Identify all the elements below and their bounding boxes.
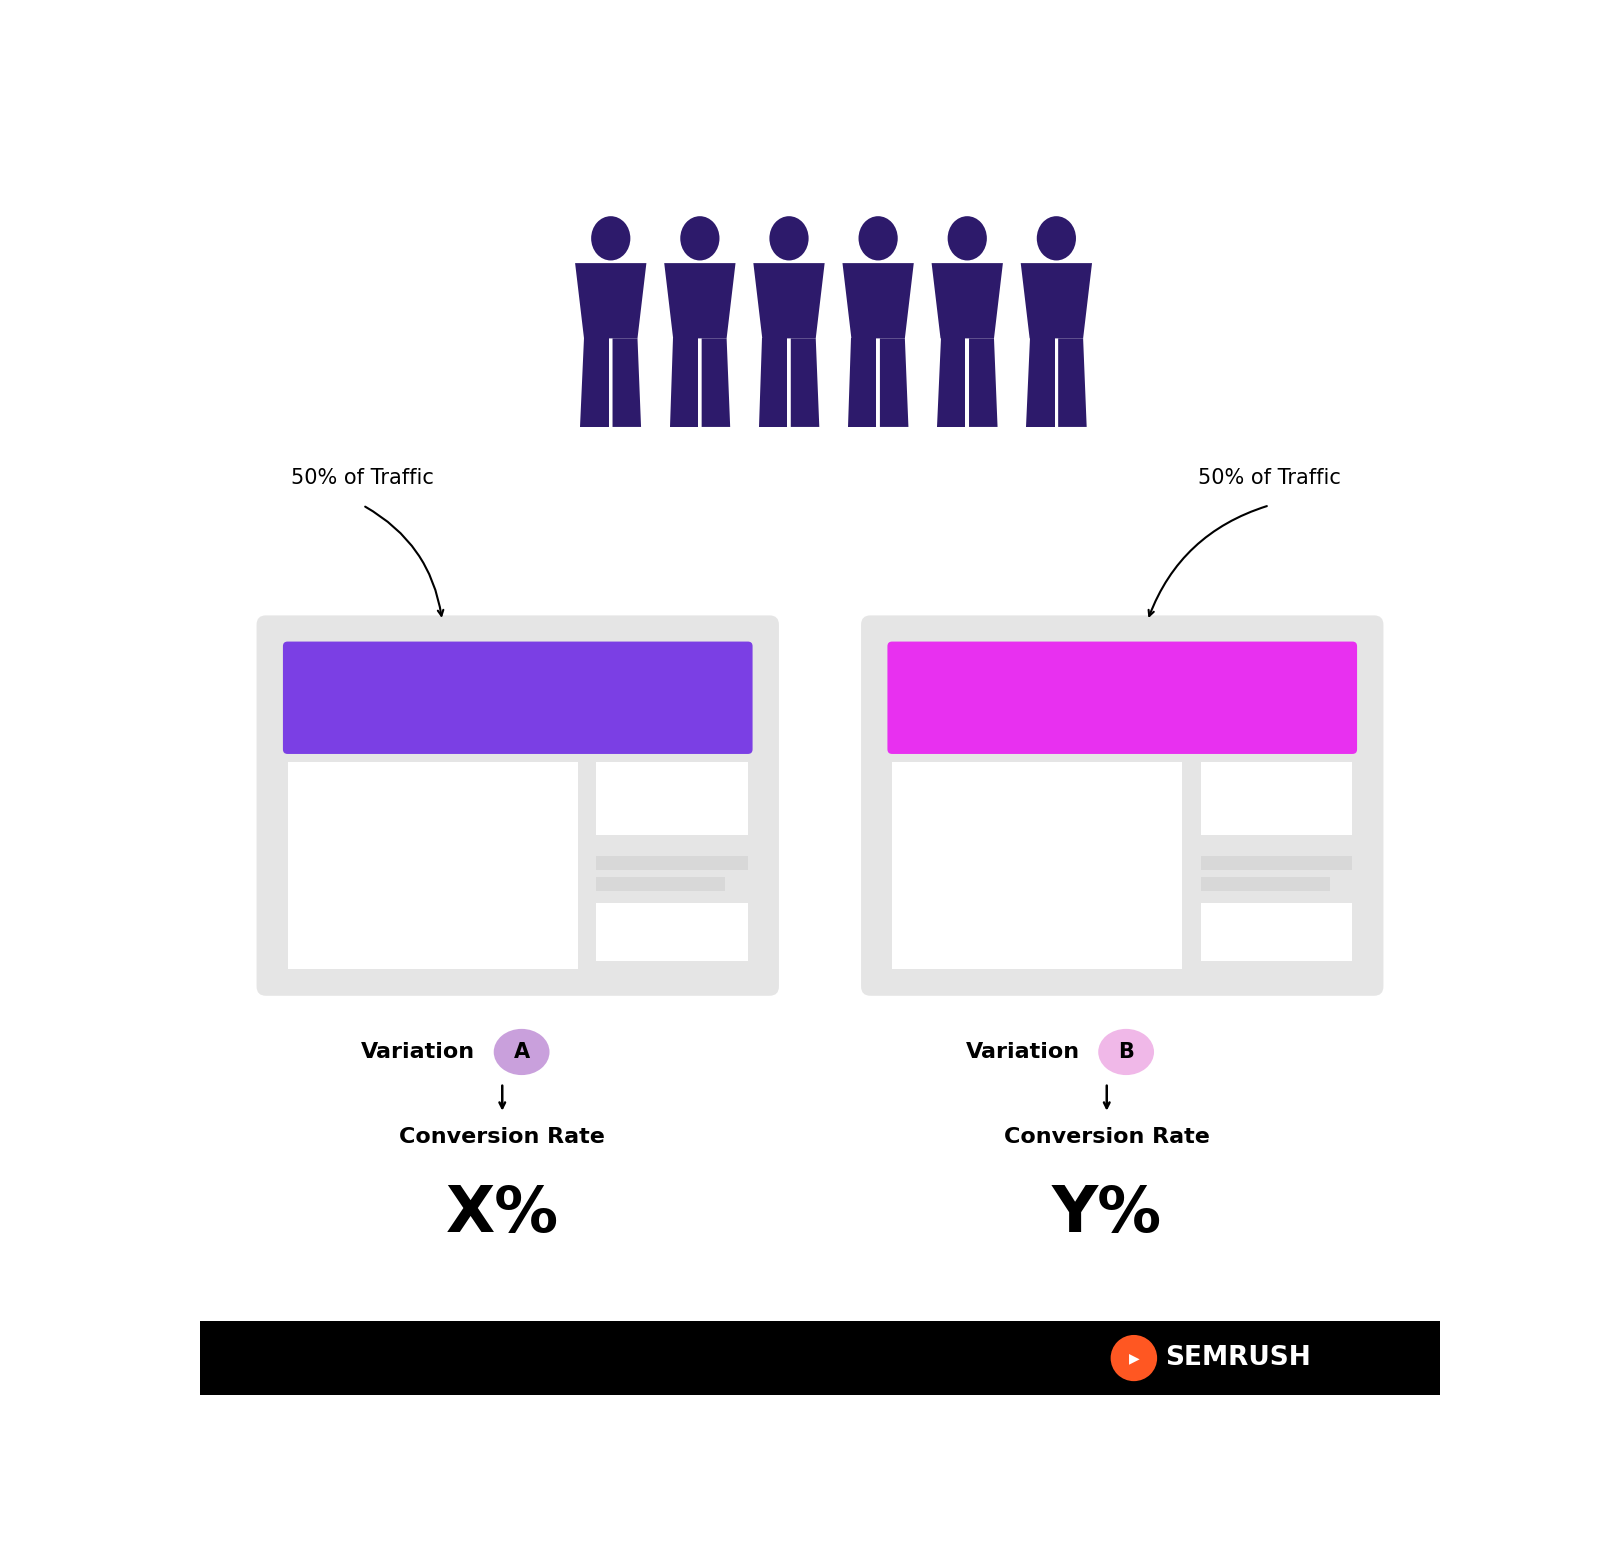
FancyBboxPatch shape (283, 641, 752, 754)
Polygon shape (790, 338, 819, 426)
Bar (200, 1321, 1440, 1395)
Text: X%: X% (446, 1183, 558, 1244)
Polygon shape (758, 338, 787, 426)
Ellipse shape (859, 216, 898, 260)
Bar (1200, 878, 1330, 890)
Ellipse shape (494, 1030, 549, 1075)
Bar (597, 878, 725, 890)
FancyBboxPatch shape (256, 616, 779, 995)
Ellipse shape (680, 216, 720, 260)
Ellipse shape (1098, 1030, 1154, 1075)
Polygon shape (843, 263, 914, 338)
Polygon shape (664, 263, 736, 338)
FancyBboxPatch shape (888, 641, 1357, 754)
Bar (1200, 903, 1352, 961)
Ellipse shape (770, 216, 808, 260)
Bar (1200, 762, 1352, 835)
Polygon shape (1058, 338, 1086, 426)
Circle shape (1110, 1335, 1157, 1381)
Polygon shape (581, 338, 610, 426)
Text: ▶: ▶ (1128, 1351, 1139, 1365)
Bar (1200, 857, 1352, 870)
Polygon shape (1026, 338, 1054, 426)
Ellipse shape (1037, 216, 1075, 260)
Polygon shape (574, 263, 646, 338)
Polygon shape (931, 263, 1003, 338)
Text: Variation: Variation (965, 1042, 1080, 1062)
Text: Variation: Variation (362, 1042, 475, 1062)
Bar (597, 857, 747, 870)
Polygon shape (669, 338, 698, 426)
Text: 50% of Traffic: 50% of Traffic (291, 469, 434, 489)
Bar (597, 762, 747, 835)
Text: 50% of Traffic: 50% of Traffic (1198, 469, 1341, 489)
Polygon shape (938, 338, 965, 426)
Polygon shape (1021, 263, 1093, 338)
Polygon shape (754, 263, 824, 338)
Bar (597, 903, 747, 961)
Text: Y%: Y% (1051, 1183, 1162, 1244)
Polygon shape (970, 338, 997, 426)
Bar (288, 762, 578, 970)
Polygon shape (880, 338, 909, 426)
Text: A: A (514, 1042, 530, 1062)
FancyBboxPatch shape (861, 616, 1384, 995)
Text: B: B (1118, 1042, 1134, 1062)
Polygon shape (702, 338, 730, 426)
Polygon shape (848, 338, 877, 426)
Text: SEMRUSH: SEMRUSH (1165, 1344, 1310, 1371)
Polygon shape (613, 338, 642, 426)
Ellipse shape (947, 216, 987, 260)
Ellipse shape (590, 216, 630, 260)
Bar (893, 762, 1182, 970)
Text: Conversion Rate: Conversion Rate (1003, 1127, 1210, 1147)
Text: Conversion Rate: Conversion Rate (400, 1127, 605, 1147)
